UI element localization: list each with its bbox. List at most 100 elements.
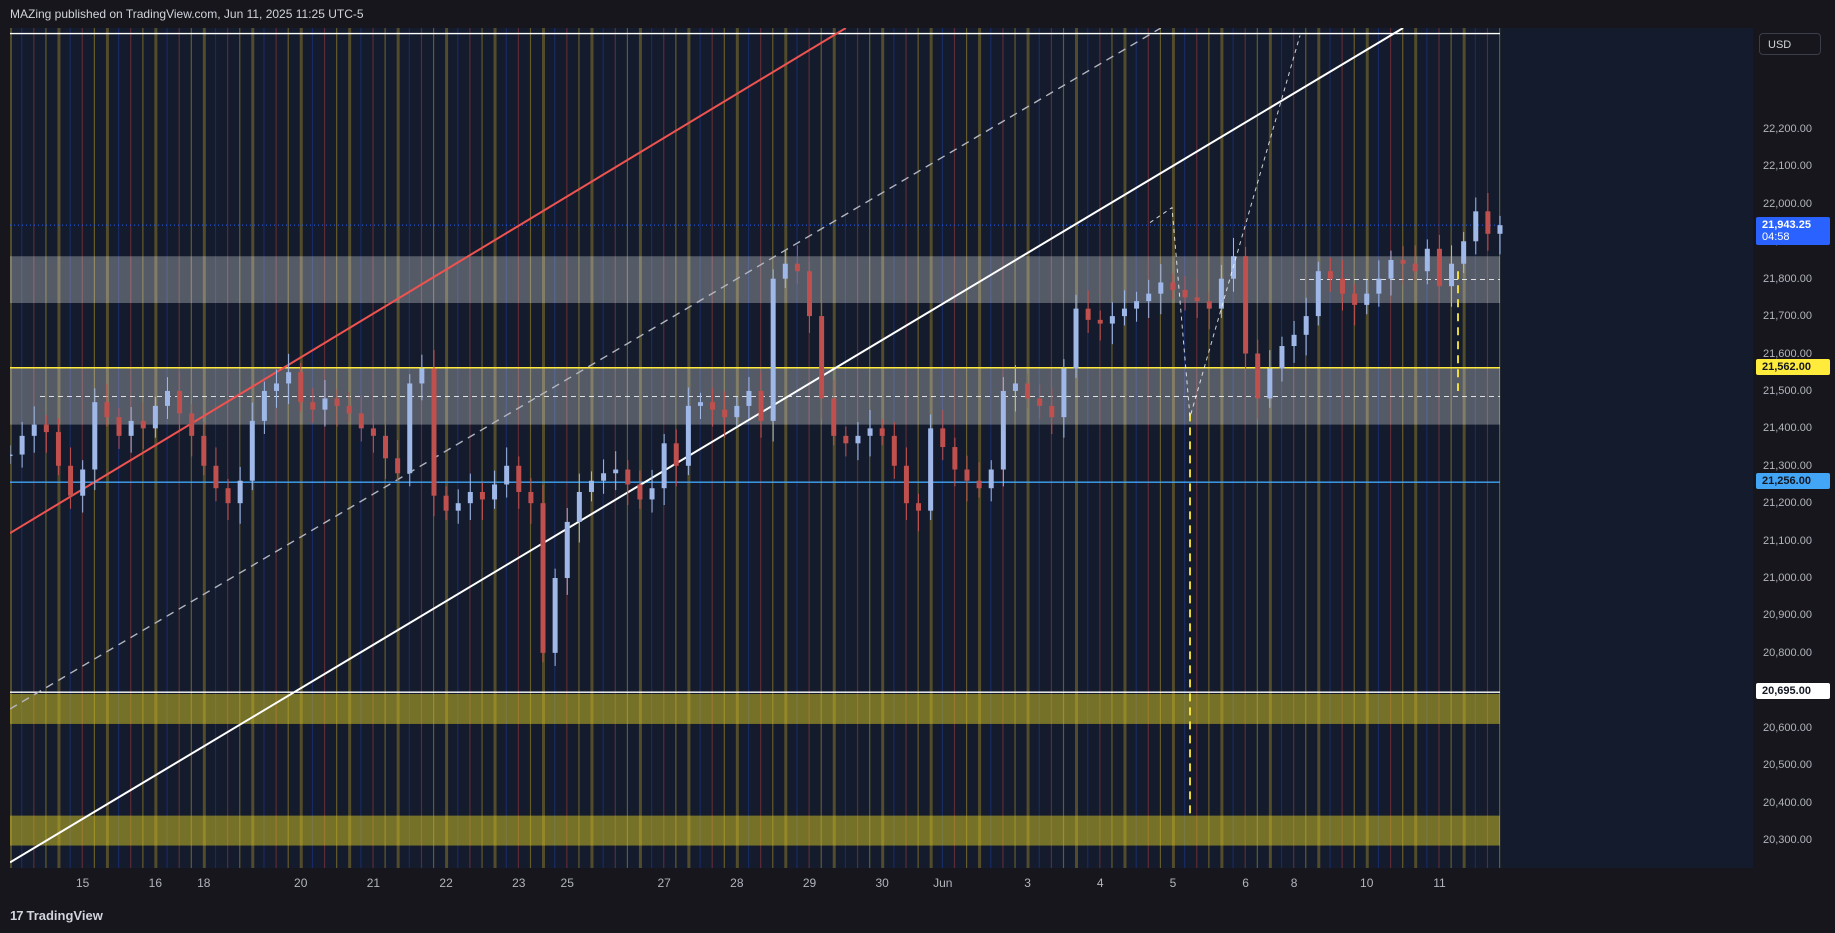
session-stripe	[1075, 28, 1079, 868]
price-tick-label: 21,500.00	[1763, 384, 1812, 397]
session-stripe	[1123, 28, 1127, 868]
candle-body	[43, 424, 49, 433]
time-tick-label: 6	[1242, 876, 1249, 890]
session-stripe	[493, 28, 497, 868]
trendline	[10, 28, 1404, 864]
session-stripe	[1389, 28, 1392, 868]
candle-body	[1352, 293, 1358, 305]
price-tick-label: 20,900.00	[1763, 609, 1812, 622]
session-stripe	[1305, 28, 1307, 868]
chart-header: MAZing published on TradingView.com, Jun…	[0, 0, 1835, 28]
candle-body	[19, 435, 25, 455]
time-tick-label: Jun	[933, 876, 953, 890]
time-tick-label: 22	[439, 876, 453, 890]
candle-body	[710, 402, 716, 410]
candle-body	[1037, 398, 1043, 406]
candle-body	[431, 368, 437, 496]
candle-body	[455, 503, 461, 511]
candle-body	[758, 390, 764, 421]
candle-body	[552, 578, 558, 653]
candle-body	[843, 435, 849, 444]
candle-body	[1412, 263, 1418, 272]
candle-body	[1376, 278, 1382, 294]
session-stripe	[1159, 28, 1162, 868]
candle-body	[794, 263, 800, 272]
session-stripe	[626, 28, 629, 868]
session-stripe	[336, 28, 338, 868]
session-stripe	[1184, 28, 1186, 868]
price-axis[interactable]: 22,200.0022,100.0022,000.0021,900.0021,8…	[1753, 28, 1835, 868]
session-stripe	[1341, 28, 1343, 868]
session-stripe	[651, 28, 653, 868]
price-tick-label: 22,200.00	[1763, 123, 1812, 136]
session-stripe	[1426, 28, 1428, 868]
candle-body	[55, 432, 61, 466]
candle-body	[1146, 293, 1152, 302]
chart-plot-area[interactable]	[10, 28, 1753, 868]
session-stripe	[1414, 28, 1418, 868]
session-stripe	[1062, 28, 1065, 868]
session-stripe	[287, 28, 289, 868]
candle-body	[383, 435, 389, 459]
price-tick-label: 20,400.00	[1763, 796, 1812, 809]
session-stripe	[784, 28, 788, 868]
session-stripe	[311, 28, 314, 868]
candle-body	[177, 390, 183, 414]
candle-body	[734, 405, 740, 418]
price-tick-label: 21,700.00	[1763, 310, 1812, 323]
candle-body	[1134, 301, 1140, 309]
candle-body	[976, 480, 982, 489]
time-tick-label: 8	[1290, 876, 1298, 890]
session-stripe	[154, 28, 158, 868]
candle-body	[395, 458, 401, 474]
session-stripe	[1099, 28, 1101, 868]
session-stripe	[1208, 28, 1210, 868]
candle-body	[31, 424, 37, 436]
tradingview-logo[interactable]: 17 TradingView	[10, 908, 103, 923]
candle-body	[310, 402, 316, 410]
time-tick-label: 10	[1360, 876, 1374, 890]
session-stripe	[239, 28, 241, 868]
candle-body	[1449, 263, 1455, 287]
session-stripe	[1377, 28, 1380, 868]
candle-body	[1315, 271, 1321, 317]
session-stripe	[1293, 28, 1295, 868]
candle-body	[1194, 297, 1200, 302]
session-stripe	[529, 28, 532, 868]
candle-body	[1388, 259, 1394, 279]
candle-body	[952, 447, 958, 470]
candle-body	[286, 372, 292, 384]
candle-body	[1436, 248, 1442, 287]
candle-body	[189, 413, 195, 436]
candle-body	[1327, 271, 1333, 279]
candle-body	[334, 398, 340, 406]
candle-body	[819, 316, 825, 399]
session-stripe	[469, 28, 471, 868]
session-stripe	[1450, 28, 1452, 868]
price-chart[interactable]	[10, 28, 1753, 868]
session-stripe	[517, 28, 519, 868]
session-stripe	[1038, 28, 1040, 868]
candle-body	[225, 488, 231, 504]
candle-body	[601, 473, 607, 481]
currency-button[interactable]: USD	[1759, 33, 1821, 55]
candle-body	[419, 368, 425, 384]
time-tick-label: 3	[1024, 876, 1031, 890]
session-stripe	[796, 28, 798, 868]
session-stripe	[227, 28, 229, 868]
time-axis[interactable]: 15 16 18 20 21 22 23 25 27 28 29 30 Jun 3 4 5 6 8 10 11	[10, 868, 1753, 898]
candle-body	[855, 435, 861, 444]
price-tick-label: 20,800.00	[1763, 646, 1812, 659]
price-tick-label: 21,200.00	[1763, 497, 1812, 510]
candle-body	[516, 465, 522, 492]
candle-body	[201, 435, 207, 466]
session-stripe	[820, 28, 822, 868]
session-stripe	[578, 28, 580, 868]
candle-body	[80, 469, 86, 496]
session-stripe	[566, 28, 568, 868]
candle-body	[1012, 383, 1018, 391]
session-stripe	[917, 28, 919, 868]
time-tick-label: 5	[1169, 876, 1177, 890]
candle-body	[1061, 368, 1067, 418]
session-stripe	[590, 28, 594, 868]
